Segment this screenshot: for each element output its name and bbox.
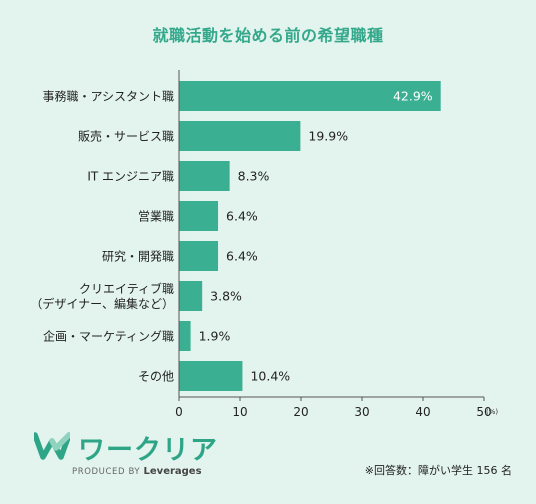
chart-title: 就職活動を始める前の希望職種	[152, 26, 384, 45]
bar-value-label: 10.4%	[250, 369, 290, 384]
brand-credit: PRODUCED BY Leverages	[72, 466, 202, 477]
bar-value-label: 19.9%	[308, 129, 348, 144]
bar-value-label: 1.9%	[199, 329, 231, 344]
category-label: 営業職	[138, 210, 174, 224]
category-label: IT エンジニア職	[87, 170, 174, 184]
bar	[179, 321, 191, 351]
x-tick-label: 0	[175, 405, 183, 419]
brand-name: ワークリア	[78, 435, 218, 466]
bar-value-label: 6.4%	[226, 209, 258, 224]
x-tick-label: 20	[293, 405, 308, 419]
bar	[179, 161, 230, 191]
company-name: Leverages	[143, 466, 202, 477]
x-tick-label: 10	[232, 405, 247, 419]
x-tick-label: 50	[476, 405, 491, 419]
x-tick-label: 30	[354, 405, 369, 419]
bar-value-label: 6.4%	[226, 249, 258, 264]
category-label: 研究・開発職	[102, 249, 174, 264]
footnote: ※回答数：障がい学生 156 名	[364, 464, 512, 477]
w-logo-icon	[34, 432, 70, 460]
bar-value-label: 3.8%	[210, 289, 242, 304]
category-label: 企画・マーケティング職	[43, 329, 174, 344]
bar	[179, 281, 203, 311]
category-label: その他	[138, 370, 174, 384]
category-label: 事務職・アシスタント職	[42, 90, 174, 104]
category-label: （デザイナー、編集など）	[30, 296, 174, 311]
bar	[179, 241, 219, 271]
category-label: 販売・サービス職	[78, 129, 174, 144]
x-tick-label: 40	[415, 405, 430, 419]
bar	[179, 361, 243, 391]
bar-chart: 42.9% 事務職・アシスタント職 19.9% 販売・サービス職 8.3% IT エンジニ…	[30, 70, 498, 419]
bar	[179, 201, 219, 231]
bar	[179, 121, 301, 151]
bar-value-label: 8.3%	[238, 169, 270, 184]
x-unit-label: (%)	[486, 408, 498, 416]
category-label: クリエイティブ職	[79, 281, 174, 296]
bar-value-label: 42.9%	[393, 89, 433, 104]
produced-by-text: PRODUCED BY	[72, 467, 141, 477]
bar	[179, 81, 441, 111]
